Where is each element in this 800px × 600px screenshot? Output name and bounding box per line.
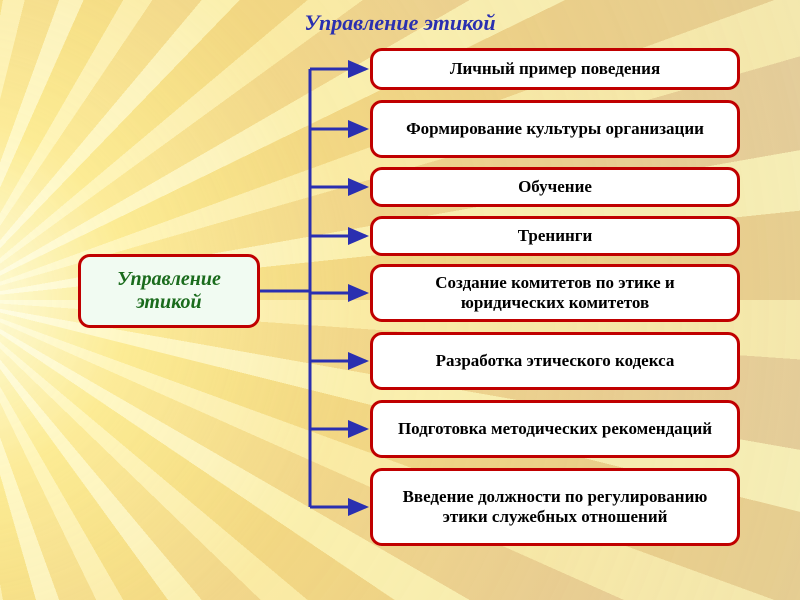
item-node-label: Подготовка методических рекомендаций [398,419,712,439]
item-node: Подготовка методических рекомендаций [370,400,740,458]
item-node-label: Разработка этического кодекса [436,351,675,371]
item-node-label: Введение должности по регулированию этик… [387,487,723,526]
item-node-label: Личный пример поведения [450,59,660,79]
item-node: Формирование культуры организации [370,100,740,158]
diagram-content: Управление этикой Управление этикой Личн… [0,0,800,600]
item-node-label: Создание комитетов по этике и юридически… [387,273,723,312]
page-title: Управление этикой [0,0,800,36]
source-node-label: Управление этикой [91,268,247,314]
source-node: Управление этикой [78,254,260,328]
item-node: Обучение [370,167,740,207]
item-node-label: Тренинги [518,226,593,246]
item-node: Личный пример поведения [370,48,740,90]
item-node-label: Формирование культуры организации [406,119,704,139]
item-node-label: Обучение [518,177,592,197]
item-node: Создание комитетов по этике и юридически… [370,264,740,322]
item-node: Введение должности по регулированию этик… [370,468,740,546]
item-node: Тренинги [370,216,740,256]
item-node: Разработка этического кодекса [370,332,740,390]
